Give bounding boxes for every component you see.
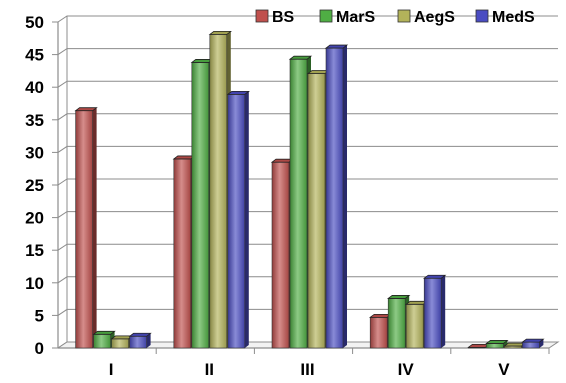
bar-MedS-II xyxy=(226,90,251,349)
y-tick-label: 30 xyxy=(25,143,44,162)
y-tick-label: 10 xyxy=(25,274,44,293)
legend-label: MedS xyxy=(492,9,535,26)
bar-MarS-I xyxy=(92,330,116,349)
y-tick-label: 0 xyxy=(35,339,44,358)
bar-BS-I xyxy=(74,107,98,349)
y-tick-label: 25 xyxy=(25,176,44,195)
legend-item-MarS: MarS xyxy=(319,9,375,26)
y-tick-label: 50 xyxy=(25,13,44,32)
gridline xyxy=(57,48,558,56)
legend-label: MarS xyxy=(336,9,375,26)
bar-MedS-IV xyxy=(423,274,447,349)
bar-MedS-V xyxy=(521,338,545,349)
legend-item-AegS: AegS xyxy=(397,9,455,26)
legend-label: BS xyxy=(272,9,295,26)
y-tick-label: 45 xyxy=(25,46,44,65)
y-tick-label: 15 xyxy=(25,241,44,260)
x-tick-label: III xyxy=(300,360,314,379)
y-tick-label: 20 xyxy=(25,209,44,228)
x-tick-label: I xyxy=(109,360,114,379)
legend-item-BS: BS xyxy=(255,9,295,26)
y-tick-labels: 0 5 10 15 20 25 30 35 40 45 50 xyxy=(25,13,44,358)
legend-swatch xyxy=(319,9,333,23)
x-tick-label: V xyxy=(498,360,510,379)
bar-MedS-I xyxy=(128,332,152,349)
x-tick-label: IV xyxy=(398,360,415,379)
legend-label: AegS xyxy=(414,9,455,26)
legend-swatch xyxy=(255,9,269,23)
y-tick-label: 35 xyxy=(25,111,44,130)
y-tick-label: 5 xyxy=(35,306,44,325)
legend-swatch xyxy=(397,9,411,23)
legend-swatch xyxy=(475,9,489,23)
legend: BS MarS AegS MedS xyxy=(255,9,535,26)
y-tick-label: 40 xyxy=(25,78,44,97)
bars xyxy=(74,30,545,349)
x-tick-label: II xyxy=(205,360,214,379)
bar-MedS-III xyxy=(324,44,349,349)
legend-item-MedS: MedS xyxy=(475,9,535,26)
x-tick-labels: I II III IV V xyxy=(109,360,510,379)
